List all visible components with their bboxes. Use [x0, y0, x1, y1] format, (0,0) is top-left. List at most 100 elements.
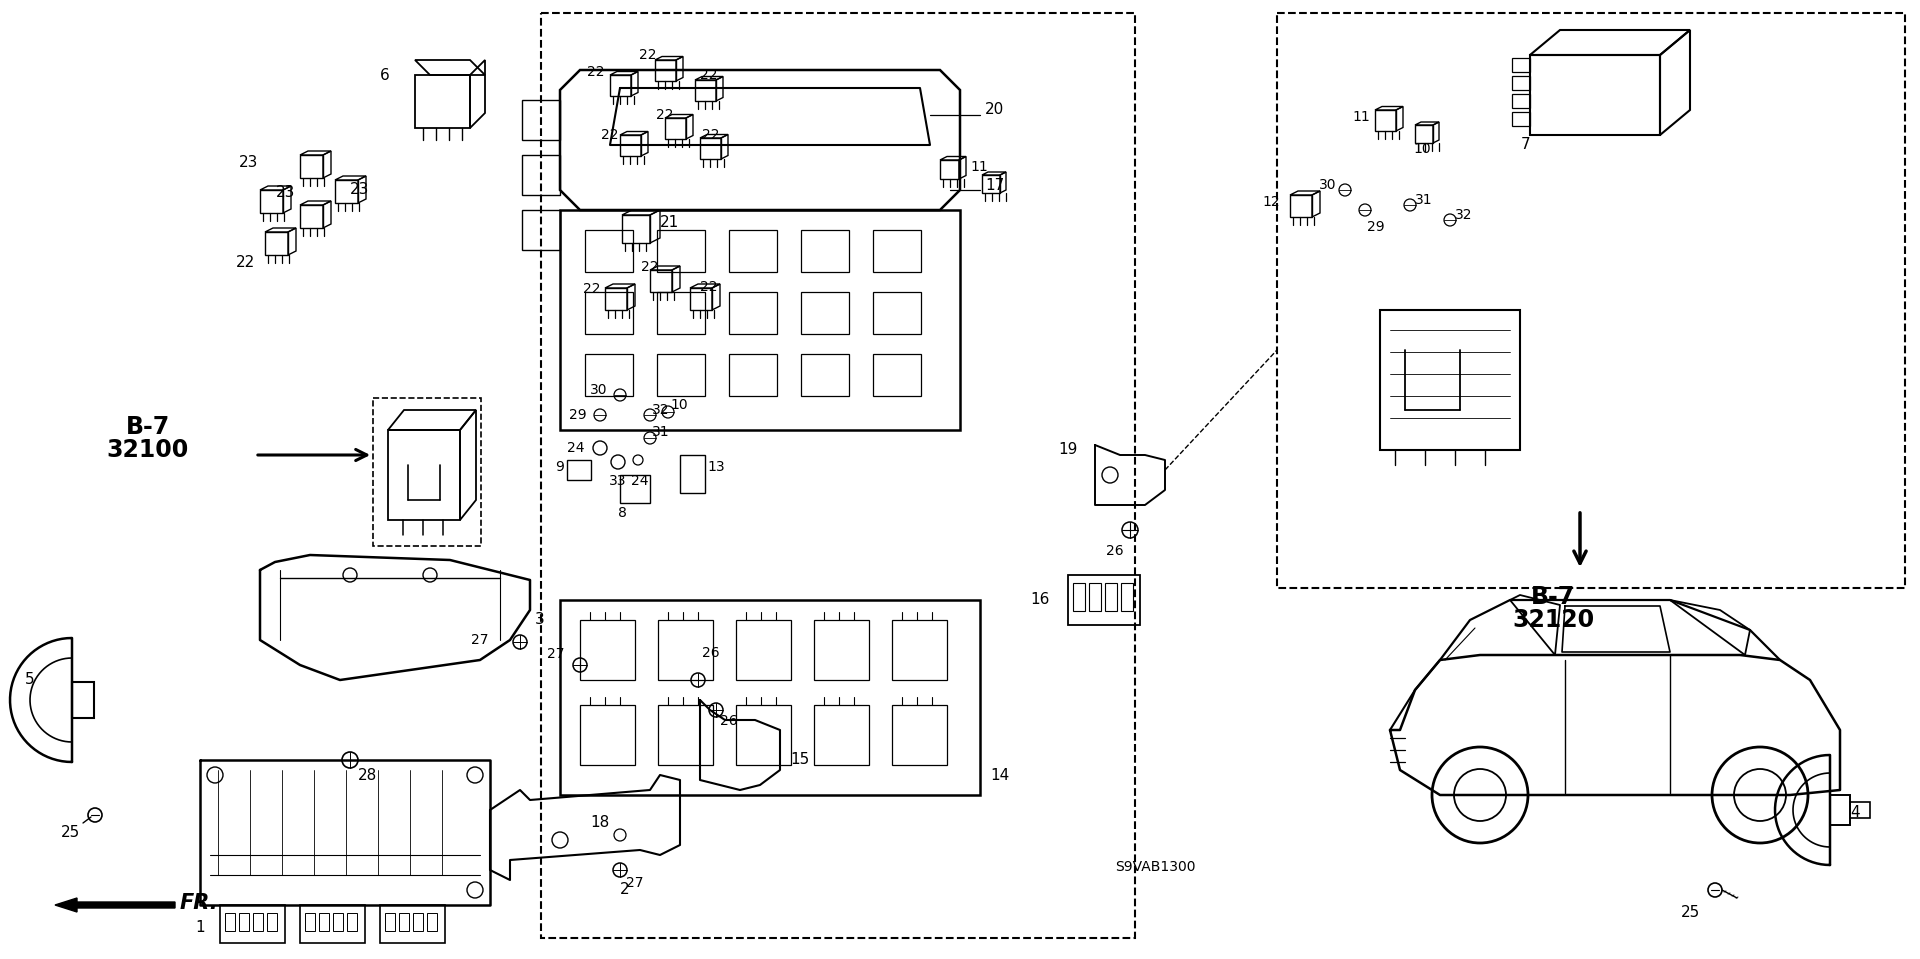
Bar — [267, 913, 276, 931]
Bar — [657, 230, 705, 272]
Text: 16: 16 — [1031, 593, 1050, 607]
Text: 27: 27 — [470, 633, 488, 647]
Text: 1: 1 — [196, 920, 205, 935]
Text: 7: 7 — [1521, 137, 1530, 152]
Bar — [814, 620, 870, 680]
Text: 32100: 32100 — [108, 438, 190, 462]
Bar — [1830, 795, 1851, 825]
Bar — [680, 455, 705, 493]
Text: FR.: FR. — [180, 893, 219, 913]
Bar — [659, 705, 712, 765]
Bar — [801, 354, 849, 396]
Bar — [1073, 583, 1085, 611]
Text: 11: 11 — [1352, 110, 1371, 124]
Text: 3: 3 — [536, 613, 545, 627]
Text: 22: 22 — [657, 108, 674, 122]
Text: 24: 24 — [568, 441, 586, 455]
Bar — [659, 620, 712, 680]
Bar — [73, 682, 94, 718]
Text: 32: 32 — [653, 403, 670, 417]
Text: 32120: 32120 — [1511, 608, 1594, 632]
Text: 18: 18 — [589, 815, 611, 830]
Text: 22: 22 — [703, 128, 720, 142]
Bar — [253, 913, 263, 931]
Bar — [386, 913, 396, 931]
Bar — [1089, 583, 1100, 611]
Text: 11: 11 — [970, 160, 987, 174]
Text: 22: 22 — [639, 48, 657, 62]
Bar — [580, 620, 636, 680]
Text: 27: 27 — [547, 647, 564, 661]
Text: 27: 27 — [626, 876, 643, 890]
Text: 4: 4 — [1851, 805, 1860, 820]
Text: 31: 31 — [1415, 193, 1432, 207]
Bar — [1277, 13, 1905, 588]
Text: 23: 23 — [276, 185, 296, 200]
Bar — [1851, 802, 1870, 818]
Bar — [814, 705, 870, 765]
Text: 32: 32 — [1455, 208, 1473, 222]
Text: 22: 22 — [582, 282, 599, 296]
Bar — [657, 354, 705, 396]
Text: 9: 9 — [555, 460, 564, 474]
Text: 25: 25 — [1680, 905, 1699, 920]
Text: 10: 10 — [1413, 142, 1430, 156]
Text: 10: 10 — [670, 398, 687, 412]
Text: 29: 29 — [570, 408, 588, 422]
Text: 2: 2 — [620, 882, 630, 897]
Text: 20: 20 — [985, 103, 1004, 118]
Bar — [399, 913, 409, 931]
Bar — [566, 460, 591, 480]
Bar — [221, 905, 284, 943]
Text: 33: 33 — [609, 474, 626, 488]
Bar — [730, 292, 778, 334]
Bar — [657, 292, 705, 334]
Bar — [426, 913, 438, 931]
FancyArrow shape — [56, 898, 175, 912]
Bar — [586, 292, 634, 334]
Text: 26: 26 — [720, 714, 737, 728]
Bar — [372, 398, 482, 546]
Bar — [801, 230, 849, 272]
Text: 25: 25 — [60, 825, 79, 840]
Bar — [735, 705, 791, 765]
Text: 23: 23 — [349, 182, 369, 197]
Bar — [1121, 583, 1133, 611]
Bar — [413, 913, 422, 931]
Bar — [348, 913, 357, 931]
Bar — [319, 913, 328, 931]
Text: 21: 21 — [660, 215, 680, 230]
Text: 22: 22 — [601, 128, 618, 142]
Bar — [332, 913, 344, 931]
Bar — [620, 475, 651, 503]
Bar — [893, 705, 947, 765]
Bar — [874, 230, 922, 272]
Text: 30: 30 — [589, 383, 607, 397]
Text: 26: 26 — [1106, 544, 1123, 558]
Text: 24: 24 — [632, 474, 649, 488]
Text: 22: 22 — [701, 280, 718, 294]
Bar — [1068, 575, 1140, 625]
Text: S9VAB1300: S9VAB1300 — [1116, 860, 1196, 874]
Bar — [874, 354, 922, 396]
Bar — [893, 620, 947, 680]
Text: 14: 14 — [991, 767, 1010, 783]
Bar — [380, 905, 445, 943]
Bar — [586, 230, 634, 272]
Bar — [874, 292, 922, 334]
Bar — [1106, 583, 1117, 611]
Text: 17: 17 — [985, 177, 1004, 193]
Text: 19: 19 — [1058, 442, 1077, 457]
Bar — [730, 354, 778, 396]
Bar — [1513, 76, 1530, 90]
Text: 6: 6 — [380, 68, 390, 83]
Text: 5: 5 — [25, 672, 35, 687]
Text: 22: 22 — [236, 255, 255, 270]
Bar — [225, 913, 234, 931]
Bar — [735, 620, 791, 680]
Text: 23: 23 — [238, 155, 257, 170]
Bar — [541, 13, 1135, 938]
Bar — [801, 292, 849, 334]
Text: B-7: B-7 — [1530, 585, 1574, 609]
Text: 26: 26 — [703, 646, 720, 660]
